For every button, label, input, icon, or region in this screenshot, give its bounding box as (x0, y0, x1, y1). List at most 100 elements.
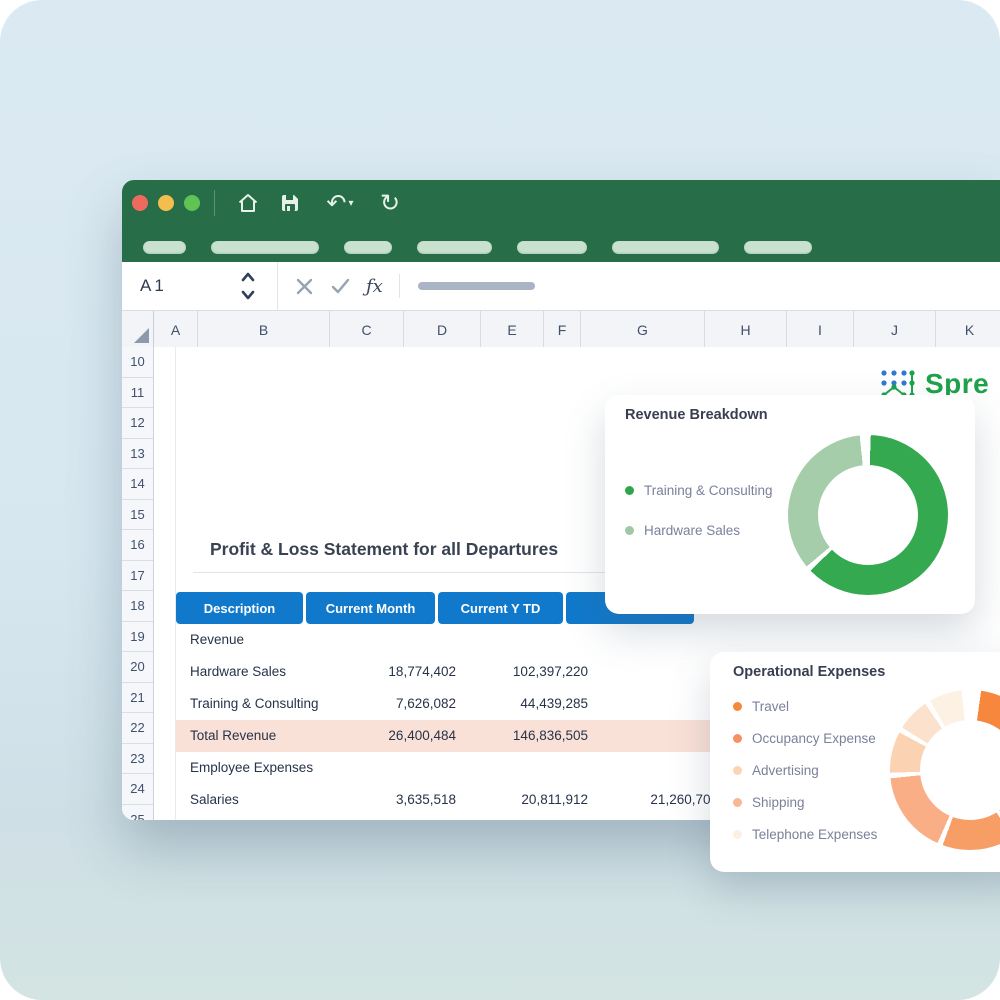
name-box[interactable]: A1 (122, 262, 278, 310)
cell-current-ytd: 44,439,285 (520, 696, 588, 711)
legend-dot-icon (733, 734, 742, 743)
cell-current-month (340, 624, 470, 656)
column-header[interactable]: B (198, 311, 330, 348)
column-header[interactable]: K (936, 311, 1000, 348)
cell-col4 (602, 624, 730, 656)
row-header[interactable]: 23 (122, 744, 153, 774)
row-header[interactable]: 10 (122, 347, 153, 378)
table-row[interactable]: Revenue (176, 624, 858, 656)
menu-placeholder-row (143, 241, 812, 254)
legend-label: Training & Consulting (644, 483, 773, 498)
row-header[interactable]: 11 (122, 378, 153, 408)
row-header[interactable]: 15 (122, 500, 153, 530)
card-title: Revenue Breakdown (625, 407, 768, 423)
column-header[interactable]: J (854, 311, 936, 348)
pl-table-header-cell[interactable]: Current Y TD (438, 592, 563, 624)
cell-stepper-icon[interactable] (241, 269, 255, 308)
menu-pill[interactable] (612, 241, 719, 254)
minimize-window-button[interactable] (158, 195, 174, 211)
cell-description: Employee Expenses (190, 760, 314, 775)
menu-pill[interactable] (417, 241, 492, 254)
function-icon[interactable]: ƒx (366, 275, 383, 297)
cell-current-month: 7,626,082 (395, 696, 456, 711)
confirm-entry-icon[interactable] (331, 278, 350, 294)
cell-col4: 21,260,700 (650, 792, 718, 807)
undo-icon[interactable]: ↶ ▾ (326, 189, 354, 217)
menu-pill[interactable] (517, 241, 587, 254)
row-header[interactable]: 12 (122, 408, 153, 439)
column-header[interactable]: H (705, 311, 787, 348)
cell-current-ytd: 20,811,912 (521, 792, 588, 807)
legend-label: Shipping (752, 795, 805, 810)
legend-dot-icon (625, 526, 634, 535)
table-row[interactable]: Training & Consulting 7,626,082 44,439,2… (176, 688, 858, 720)
legend-dot-icon (733, 702, 742, 711)
legend-dot-icon (733, 766, 742, 775)
zoom-window-button[interactable] (184, 195, 200, 211)
menu-pill[interactable] (744, 241, 812, 254)
column-header[interactable]: D (404, 311, 481, 348)
cell-current-month: 455,374 (340, 816, 470, 820)
row-header[interactable]: 21 (122, 683, 153, 713)
cell-current-ytd: 102,397,220 (512, 664, 588, 679)
sheet-report-title: Profit & Loss Statement for all Departur… (210, 539, 559, 559)
row-header[interactable]: 24 (122, 774, 153, 805)
table-row[interactable]: Employee Expenses (176, 752, 858, 784)
column-header[interactable]: I (787, 311, 854, 348)
legend-item[interactable]: Advertising (733, 761, 877, 780)
pl-table-header-cell[interactable]: Description (176, 592, 303, 624)
column-header[interactable]: C (330, 311, 404, 348)
legend-item[interactable]: Hardware Sales (625, 521, 773, 540)
cell-current-ytd: 3,307,076 (470, 816, 602, 820)
row-header[interactable]: 13 (122, 439, 153, 469)
legend-dot-icon (733, 798, 742, 807)
column-header[interactable]: F (544, 311, 581, 348)
row-header[interactable]: 14 (122, 469, 153, 500)
pl-table-header-row: Description Current Month Current Y TD (176, 592, 858, 624)
legend-item[interactable]: Telephone Expenses (733, 825, 877, 844)
legend-label: Hardware Sales (644, 523, 741, 538)
legend-dot-icon (625, 486, 634, 495)
row-header[interactable]: 19 (122, 622, 153, 652)
menu-pill[interactable] (344, 241, 392, 254)
gridline (175, 347, 176, 820)
title-underline (193, 572, 858, 573)
row-header[interactable]: 22 (122, 713, 153, 744)
menu-pill[interactable] (211, 241, 319, 254)
cell-description: Hardware Sales (190, 664, 287, 679)
legend-item[interactable]: Shipping (733, 793, 877, 812)
row-header[interactable]: 16 (122, 530, 153, 561)
legend-item[interactable]: Occupancy Expense (733, 729, 877, 748)
revenue-donut-chart[interactable] (788, 435, 948, 595)
formula-bar: A1 ƒx (122, 262, 1000, 311)
operational-legend: Travel Occupancy Expense Advertising Shi… (733, 697, 877, 844)
formula-input-placeholder[interactable] (417, 282, 535, 290)
operational-donut-chart[interactable] (890, 690, 1000, 850)
row-header[interactable]: 25 (122, 805, 153, 820)
column-header[interactable]: G (581, 311, 705, 348)
legend-item[interactable]: Travel (733, 697, 877, 716)
cell-current-month: 26,400,484 (388, 728, 456, 743)
legend-label: Occupancy Expense (752, 731, 876, 746)
cell-reference: A1 (140, 276, 167, 295)
brand-logo-text: Spre (925, 368, 990, 399)
close-window-button[interactable] (132, 195, 148, 211)
row-header[interactable]: 17 (122, 561, 153, 591)
select-all-corner[interactable] (122, 311, 154, 348)
menu-pill[interactable] (143, 241, 186, 254)
column-header[interactable]: E (481, 311, 544, 348)
redo-icon[interactable]: ↻ (379, 189, 401, 217)
row-headers: 10 11 12 13 14 15 16 17 18 19 20 21 22 23 24 25 (122, 347, 154, 820)
row-header[interactable]: 20 (122, 652, 153, 683)
home-icon[interactable] (235, 190, 261, 216)
column-header[interactable]: A (154, 311, 198, 348)
table-row[interactable]: Hardware Sales 18,774,402 102,397,220 (176, 656, 858, 688)
legend-item[interactable]: Training & Consulting (625, 481, 773, 500)
cell-current-month: 3,635,518 (395, 792, 456, 807)
undo-dropdown-caret[interactable]: ▾ (348, 197, 354, 209)
save-icon[interactable] (277, 190, 303, 216)
row-header[interactable]: 18 (122, 591, 153, 622)
cell-description: Miscellaneous (176, 816, 340, 820)
cancel-entry-icon[interactable] (296, 278, 313, 295)
pl-table-header-cell[interactable]: Current Month (306, 592, 435, 624)
